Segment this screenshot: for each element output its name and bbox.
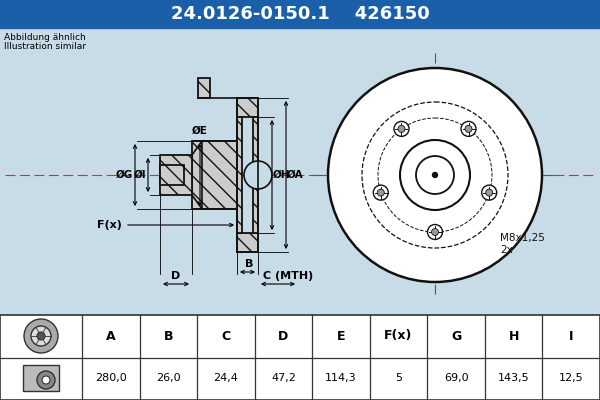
Text: I: I — [569, 330, 574, 342]
Text: ØH: ØH — [273, 170, 290, 180]
Circle shape — [427, 224, 443, 240]
Text: C (MTH): C (MTH) — [263, 271, 313, 281]
Text: 69,0: 69,0 — [444, 373, 469, 383]
Text: 12,5: 12,5 — [559, 373, 584, 383]
Text: B: B — [164, 330, 173, 342]
Text: 2x: 2x — [500, 245, 513, 255]
Circle shape — [244, 161, 272, 189]
Text: ØA: ØA — [287, 170, 304, 180]
Text: Ate: Ate — [394, 186, 467, 224]
Circle shape — [378, 118, 492, 232]
Circle shape — [433, 172, 437, 178]
Text: D: D — [172, 271, 181, 281]
Bar — [0, 0, 600, 28]
Text: 114,3: 114,3 — [325, 373, 357, 383]
Text: 280,0: 280,0 — [95, 373, 127, 383]
Bar — [0, 28, 600, 315]
Circle shape — [373, 185, 388, 200]
Text: F(x): F(x) — [385, 330, 413, 342]
Circle shape — [465, 125, 472, 132]
Text: 24.0126-0150.1    426150: 24.0126-0150.1 426150 — [170, 5, 430, 23]
Text: C: C — [221, 330, 230, 342]
Polygon shape — [160, 155, 192, 195]
Polygon shape — [237, 233, 258, 252]
Circle shape — [42, 376, 50, 384]
Circle shape — [400, 140, 470, 210]
Polygon shape — [198, 78, 210, 98]
Text: ØG: ØG — [116, 170, 133, 180]
Bar — [0, 315, 600, 400]
Text: 5: 5 — [395, 373, 402, 383]
Polygon shape — [237, 117, 242, 233]
Circle shape — [37, 371, 55, 389]
Circle shape — [431, 228, 439, 236]
Text: E: E — [337, 330, 345, 342]
Text: 47,2: 47,2 — [271, 373, 296, 383]
Text: M8x1,25: M8x1,25 — [500, 233, 545, 243]
Circle shape — [416, 156, 454, 194]
Text: 24,4: 24,4 — [214, 373, 238, 383]
Text: Abbildung ähnlich: Abbildung ähnlich — [4, 33, 86, 42]
Text: ØI: ØI — [133, 170, 146, 180]
Text: 143,5: 143,5 — [498, 373, 529, 383]
Circle shape — [461, 121, 476, 136]
Text: D: D — [278, 330, 289, 342]
Circle shape — [37, 332, 45, 340]
Bar — [23, 365, 59, 391]
Circle shape — [394, 121, 409, 136]
Circle shape — [398, 125, 405, 132]
Circle shape — [31, 326, 51, 346]
Text: ØE: ØE — [192, 126, 208, 136]
Circle shape — [482, 185, 497, 200]
Text: 26,0: 26,0 — [156, 373, 181, 383]
Text: B: B — [245, 259, 254, 269]
Polygon shape — [192, 141, 202, 209]
Circle shape — [486, 189, 493, 196]
Text: F(x): F(x) — [97, 220, 122, 230]
Text: G: G — [451, 330, 461, 342]
Polygon shape — [192, 141, 237, 209]
Circle shape — [328, 68, 542, 282]
Text: H: H — [508, 330, 519, 342]
Circle shape — [362, 102, 508, 248]
Polygon shape — [237, 98, 258, 117]
Text: Illustration similar: Illustration similar — [4, 42, 86, 51]
Polygon shape — [160, 165, 184, 185]
Circle shape — [24, 319, 58, 353]
Polygon shape — [253, 117, 258, 233]
Text: A: A — [106, 330, 116, 342]
Circle shape — [377, 189, 384, 196]
